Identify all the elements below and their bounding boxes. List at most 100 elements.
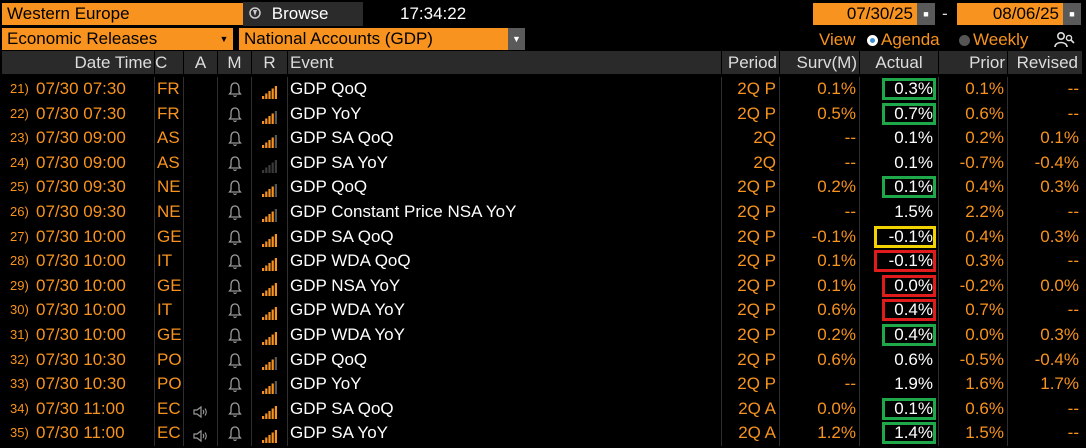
bell-icon[interactable] [228,425,242,442]
row-alert-cell[interactable] [184,249,218,274]
bell-icon[interactable] [228,106,242,122]
row-event[interactable]: GDP WDA YoY [288,323,722,348]
row-event[interactable]: GDP SA YoY [288,421,722,446]
table-row[interactable]: 28) 07/30 10:00 IT GDP WDA QoQ 2Q P 0.1% -0.1%… [0,249,1086,274]
table-row[interactable]: 22) 07/30 07:30 FR GDP YoY 2Q P 0.5% 0.7% 0.6% -… [0,101,1086,127]
row-monitor-cell[interactable] [218,372,252,397]
row-alert-cell[interactable] [184,200,218,225]
bell-icon[interactable] [228,302,242,319]
row-monitor-cell[interactable] [218,101,252,127]
bell-icon[interactable] [228,204,242,221]
table-row[interactable]: 26) 07/30 09:30 NE GDP Constant Price NSA Y… [0,200,1086,225]
date-to-field[interactable]: 08/06/25 [957,3,1063,25]
table-row[interactable]: 27) 07/30 10:00 GE GDP SA QoQ 2Q P -0.1% -0.1%… [0,224,1086,250]
row-alert-cell[interactable] [184,347,218,373]
row-alert-cell[interactable] [184,421,218,446]
table-row[interactable]: 32) 07/30 10:30 PO GDP QoQ 2Q P 0.6% 0.6% -0.5%… [0,347,1086,373]
bell-icon[interactable] [228,81,242,98]
row-monitor-cell[interactable] [218,200,252,225]
speaker-icon[interactable] [192,402,208,418]
speaker-icon[interactable] [192,426,208,443]
row-event[interactable]: GDP WDA YoY [288,298,722,323]
bell-icon[interactable] [228,278,242,294]
row-alert-cell[interactable] [184,150,218,176]
date-from-calendar-icon[interactable]: ■ [917,3,935,25]
table-row[interactable]: 21) 07/30 07:30 FR GDP QoQ 2Q P 0.1% 0.3% 0.1% -… [0,77,1086,102]
row-alert-cell[interactable] [184,372,218,397]
row-alert-cell[interactable] [184,101,218,127]
row-event[interactable]: GDP SA QoQ [288,126,722,151]
row-event[interactable]: GDP YoY [288,101,722,127]
row-alert-cell[interactable] [184,175,218,200]
row-monitor-cell[interactable] [218,323,252,348]
row-monitor-cell[interactable] [218,273,252,299]
bell-icon[interactable] [228,253,242,270]
row-event[interactable]: GDP SA QoQ [288,396,722,422]
col-revised[interactable]: Revised [1008,51,1082,74]
row-event[interactable]: GDP NSA YoY [288,273,722,299]
row-event[interactable]: GDP QoQ [288,77,722,102]
bell-icon[interactable] [228,376,242,393]
table-row[interactable]: 35) 07/30 11:00 EC GDP SA YoY 2Q A 1.2% 1.4% 1.… [0,421,1086,446]
view-weekly-option[interactable]: Weekly [957,30,1028,50]
col-period[interactable]: Period [722,51,779,74]
row-event[interactable]: GDP QoQ [288,347,722,373]
bell-icon[interactable] [228,352,242,368]
table-row[interactable]: 23) 07/30 09:00 AS GDP SA QoQ 2Q -- 0.1% 0.2% 0.… [0,126,1086,151]
category-dropdown-icon[interactable] [233,28,237,50]
bell-icon[interactable] [228,229,242,245]
col-country[interactable]: C [155,51,183,74]
row-monitor-cell[interactable] [218,396,252,422]
date-to-calendar-icon[interactable]: ■ [1063,3,1081,25]
row-monitor-cell[interactable] [218,126,252,151]
table-row[interactable]: 24) 07/30 09:00 AS GDP SA YoY 2Q -- 0.1% -0.7% -… [0,150,1086,176]
row-alert-cell[interactable] [184,298,218,323]
bell-icon[interactable] [228,327,242,344]
col-relevance[interactable]: R [252,51,287,74]
row-event[interactable]: GDP WDA QoQ [288,249,722,274]
table-row[interactable]: 34) 07/30 11:00 EC GDP SA QoQ 2Q A 0.0% 0.1% 0.… [0,396,1086,422]
row-monitor-cell[interactable] [218,77,252,102]
row-event[interactable]: GDP QoQ [288,175,722,200]
row-monitor-cell[interactable] [218,224,252,250]
row-event[interactable]: GDP SA YoY [288,150,722,176]
table-row[interactable]: 31) 07/30 10:00 GE GDP WDA YoY 2Q P 0.2% 0.4% 0… [0,323,1086,348]
row-monitor-cell[interactable] [218,150,252,176]
col-event[interactable]: Event [288,51,721,74]
row-monitor-cell[interactable] [218,421,252,446]
user-search-icon[interactable] [1053,30,1075,50]
table-row[interactable]: 25) 07/30 09:30 NE GDP QoQ 2Q P 0.2% 0.1% 0.4% 0… [0,175,1086,200]
row-event[interactable]: GDP SA QoQ [288,224,722,250]
subcategory-select[interactable]: National Accounts (GDP) [239,28,508,50]
region-field[interactable]: Western Europe [2,3,243,25]
date-from-field[interactable]: 07/30/25 [813,3,917,25]
view-agenda-option[interactable]: Agenda [865,30,940,50]
row-alert-cell[interactable] [184,77,218,102]
row-monitor-cell[interactable] [218,175,252,200]
row-monitor-cell[interactable] [218,298,252,323]
row-alert-cell[interactable] [184,396,218,422]
row-alert-cell[interactable] [184,273,218,299]
row-alert-cell[interactable] [184,323,218,348]
row-alert-cell[interactable] [184,224,218,250]
row-monitor-cell[interactable] [218,249,252,274]
table-row[interactable]: 29) 07/30 10:00 GE GDP NSA YoY 2Q P 0.1% 0.0% -… [0,273,1086,299]
row-event[interactable]: GDP YoY [288,372,722,397]
col-datetime[interactable]: Date Time [2,51,154,74]
browse-button[interactable]: Browse [243,2,363,26]
row-monitor-cell[interactable] [218,347,252,373]
bell-icon[interactable] [228,130,242,147]
col-actual[interactable]: Actual [860,51,938,74]
category-select[interactable]: Economic Releases ▼ [2,28,233,50]
row-event[interactable]: GDP Constant Price NSA YoY [288,200,722,225]
bell-icon[interactable] [228,155,242,171]
chevron-down-icon[interactable]: ▼ [508,28,525,50]
bell-icon[interactable] [228,179,242,196]
col-monitor[interactable]: M [218,51,251,74]
col-survey[interactable]: Surv(M) [780,51,859,74]
col-prior[interactable]: Prior [939,51,1007,74]
table-row[interactable]: 33) 07/30 10:30 PO GDP YoY 2Q P -- 1.9% 1.6% 1.7… [0,372,1086,397]
bell-icon[interactable] [228,401,242,417]
table-row[interactable]: 30) 07/30 10:00 IT GDP WDA YoY 2Q P 0.6% 0.4% 0… [0,298,1086,323]
col-alert[interactable]: A [184,51,217,74]
